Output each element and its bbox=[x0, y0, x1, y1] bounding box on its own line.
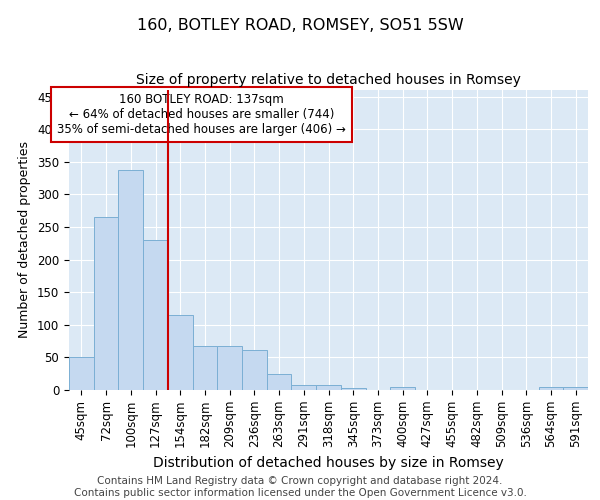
Bar bbox=[316, 386, 341, 390]
Bar bbox=[267, 374, 292, 390]
Bar bbox=[94, 217, 118, 390]
Bar bbox=[539, 386, 563, 390]
Text: Contains HM Land Registry data © Crown copyright and database right 2024.
Contai: Contains HM Land Registry data © Crown c… bbox=[74, 476, 526, 498]
Bar bbox=[217, 346, 242, 390]
Bar bbox=[168, 315, 193, 390]
Bar bbox=[563, 386, 588, 390]
Title: Size of property relative to detached houses in Romsey: Size of property relative to detached ho… bbox=[136, 74, 521, 88]
Bar bbox=[143, 240, 168, 390]
Text: 160, BOTLEY ROAD, ROMSEY, SO51 5SW: 160, BOTLEY ROAD, ROMSEY, SO51 5SW bbox=[137, 18, 463, 32]
Bar bbox=[292, 385, 316, 390]
X-axis label: Distribution of detached houses by size in Romsey: Distribution of detached houses by size … bbox=[153, 456, 504, 469]
Text: 160 BOTLEY ROAD: 137sqm
← 64% of detached houses are smaller (744)
35% of semi-d: 160 BOTLEY ROAD: 137sqm ← 64% of detache… bbox=[57, 93, 346, 136]
Bar bbox=[118, 170, 143, 390]
Bar bbox=[242, 350, 267, 390]
Bar bbox=[69, 358, 94, 390]
Bar bbox=[341, 388, 365, 390]
Y-axis label: Number of detached properties: Number of detached properties bbox=[19, 142, 31, 338]
Bar bbox=[193, 346, 217, 390]
Bar bbox=[390, 388, 415, 390]
